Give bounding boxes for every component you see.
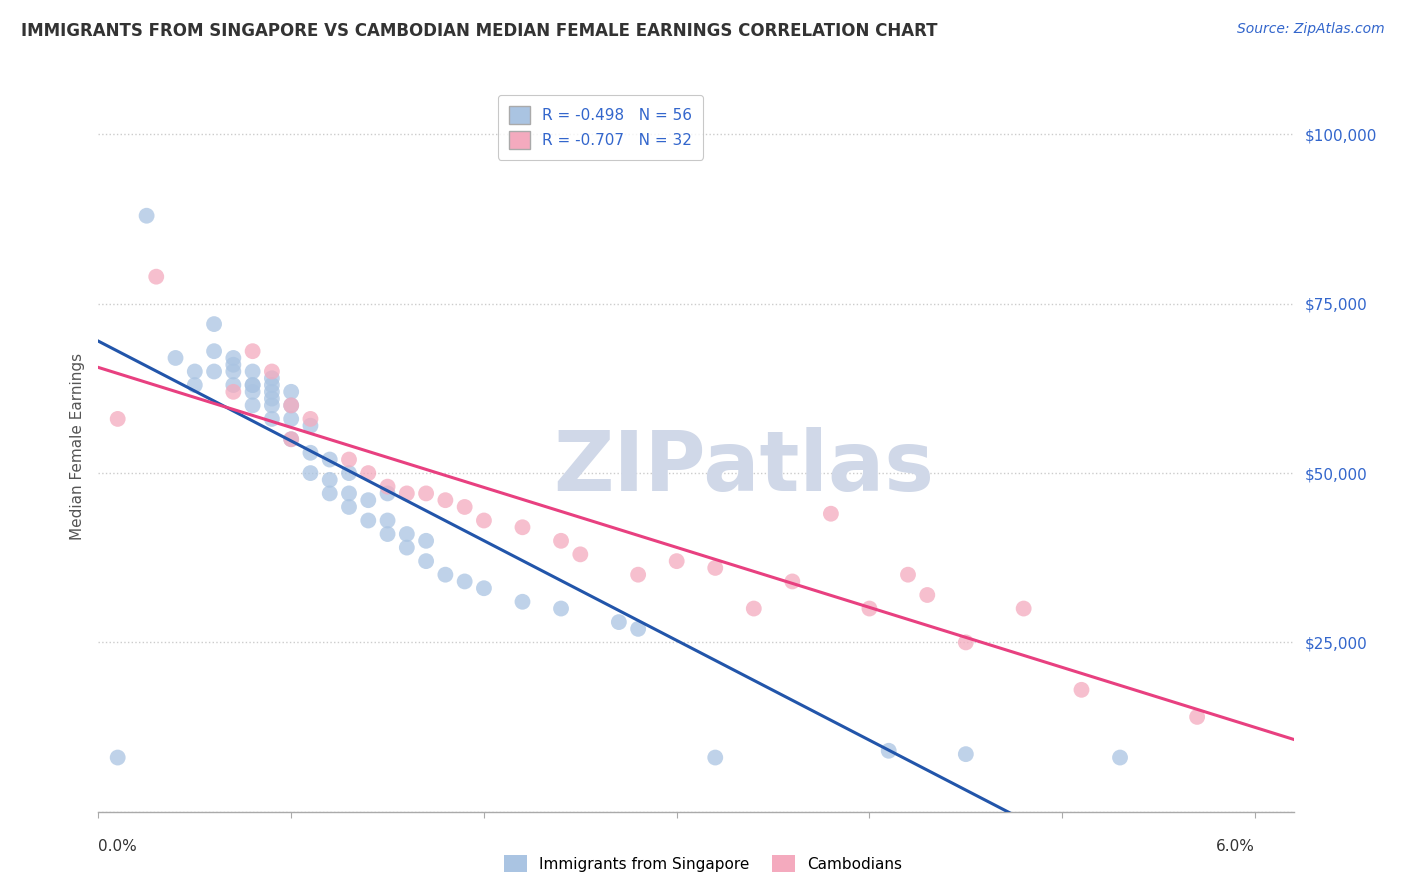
Point bbox=[184, 378, 207, 392]
Point bbox=[280, 432, 302, 446]
Point bbox=[704, 750, 727, 764]
Point bbox=[415, 486, 437, 500]
Point bbox=[260, 398, 283, 412]
Point bbox=[299, 412, 322, 426]
Point bbox=[357, 514, 380, 528]
Legend: R = -0.498   N = 56, R = -0.707   N = 32: R = -0.498 N = 56, R = -0.707 N = 32 bbox=[498, 95, 703, 160]
Text: ZIPatlas: ZIPatlas bbox=[554, 427, 934, 508]
Text: 0.0%: 0.0% bbox=[98, 838, 138, 854]
Y-axis label: Median Female Earnings: Median Female Earnings bbox=[69, 352, 84, 540]
Point bbox=[242, 378, 264, 392]
Point bbox=[222, 378, 245, 392]
Point bbox=[512, 520, 534, 534]
Point bbox=[955, 747, 977, 761]
Point bbox=[607, 615, 630, 629]
Point bbox=[377, 480, 399, 494]
Point bbox=[260, 412, 283, 426]
Point bbox=[145, 269, 167, 284]
Point bbox=[665, 554, 688, 568]
Point bbox=[395, 486, 418, 500]
Point bbox=[877, 744, 900, 758]
Point bbox=[299, 418, 322, 433]
Point bbox=[260, 371, 283, 385]
Point bbox=[299, 466, 322, 480]
Point bbox=[242, 384, 264, 399]
Point bbox=[377, 486, 399, 500]
Point bbox=[395, 541, 418, 555]
Point bbox=[222, 384, 245, 399]
Point bbox=[1185, 710, 1208, 724]
Point bbox=[1070, 682, 1092, 697]
Point bbox=[377, 514, 399, 528]
Point bbox=[280, 432, 302, 446]
Point bbox=[512, 595, 534, 609]
Point bbox=[627, 622, 650, 636]
Point bbox=[627, 567, 650, 582]
Point bbox=[415, 533, 437, 548]
Legend: Immigrants from Singapore, Cambodians: Immigrants from Singapore, Cambodians bbox=[496, 847, 910, 880]
Point bbox=[260, 364, 283, 378]
Point bbox=[280, 412, 302, 426]
Point bbox=[299, 446, 322, 460]
Point bbox=[242, 364, 264, 378]
Point bbox=[280, 398, 302, 412]
Point bbox=[453, 500, 475, 514]
Point bbox=[184, 364, 207, 378]
Point bbox=[550, 601, 572, 615]
Point bbox=[742, 601, 765, 615]
Point bbox=[280, 398, 302, 412]
Point bbox=[202, 364, 225, 378]
Point bbox=[955, 635, 977, 649]
Point bbox=[357, 466, 380, 480]
Point bbox=[242, 398, 264, 412]
Point bbox=[415, 554, 437, 568]
Point bbox=[434, 493, 457, 508]
Point bbox=[357, 493, 380, 508]
Point bbox=[820, 507, 842, 521]
Point bbox=[107, 750, 129, 764]
Text: IMMIGRANTS FROM SINGAPORE VS CAMBODIAN MEDIAN FEMALE EARNINGS CORRELATION CHART: IMMIGRANTS FROM SINGAPORE VS CAMBODIAN M… bbox=[21, 22, 938, 40]
Point bbox=[319, 486, 342, 500]
Point bbox=[222, 364, 245, 378]
Point bbox=[280, 384, 302, 399]
Point bbox=[377, 527, 399, 541]
Point bbox=[472, 581, 495, 595]
Point bbox=[165, 351, 187, 365]
Point bbox=[1109, 750, 1132, 764]
Point bbox=[472, 514, 495, 528]
Point bbox=[917, 588, 939, 602]
Point bbox=[319, 452, 342, 467]
Point bbox=[704, 561, 727, 575]
Point bbox=[202, 344, 225, 359]
Point bbox=[260, 378, 283, 392]
Point bbox=[337, 500, 360, 514]
Point bbox=[858, 601, 880, 615]
Point bbox=[569, 547, 592, 561]
Point bbox=[1012, 601, 1035, 615]
Point bbox=[319, 473, 342, 487]
Point bbox=[135, 209, 157, 223]
Point bbox=[453, 574, 475, 589]
Point bbox=[337, 452, 360, 467]
Point bbox=[222, 358, 245, 372]
Point bbox=[202, 317, 225, 331]
Point bbox=[550, 533, 572, 548]
Point bbox=[260, 384, 283, 399]
Point bbox=[337, 466, 360, 480]
Point bbox=[337, 486, 360, 500]
Text: Source: ZipAtlas.com: Source: ZipAtlas.com bbox=[1237, 22, 1385, 37]
Point bbox=[395, 527, 418, 541]
Point bbox=[434, 567, 457, 582]
Point bbox=[260, 392, 283, 406]
Point bbox=[107, 412, 129, 426]
Point bbox=[782, 574, 804, 589]
Point bbox=[242, 378, 264, 392]
Point bbox=[242, 344, 264, 359]
Text: 6.0%: 6.0% bbox=[1216, 838, 1256, 854]
Point bbox=[222, 351, 245, 365]
Point bbox=[897, 567, 920, 582]
